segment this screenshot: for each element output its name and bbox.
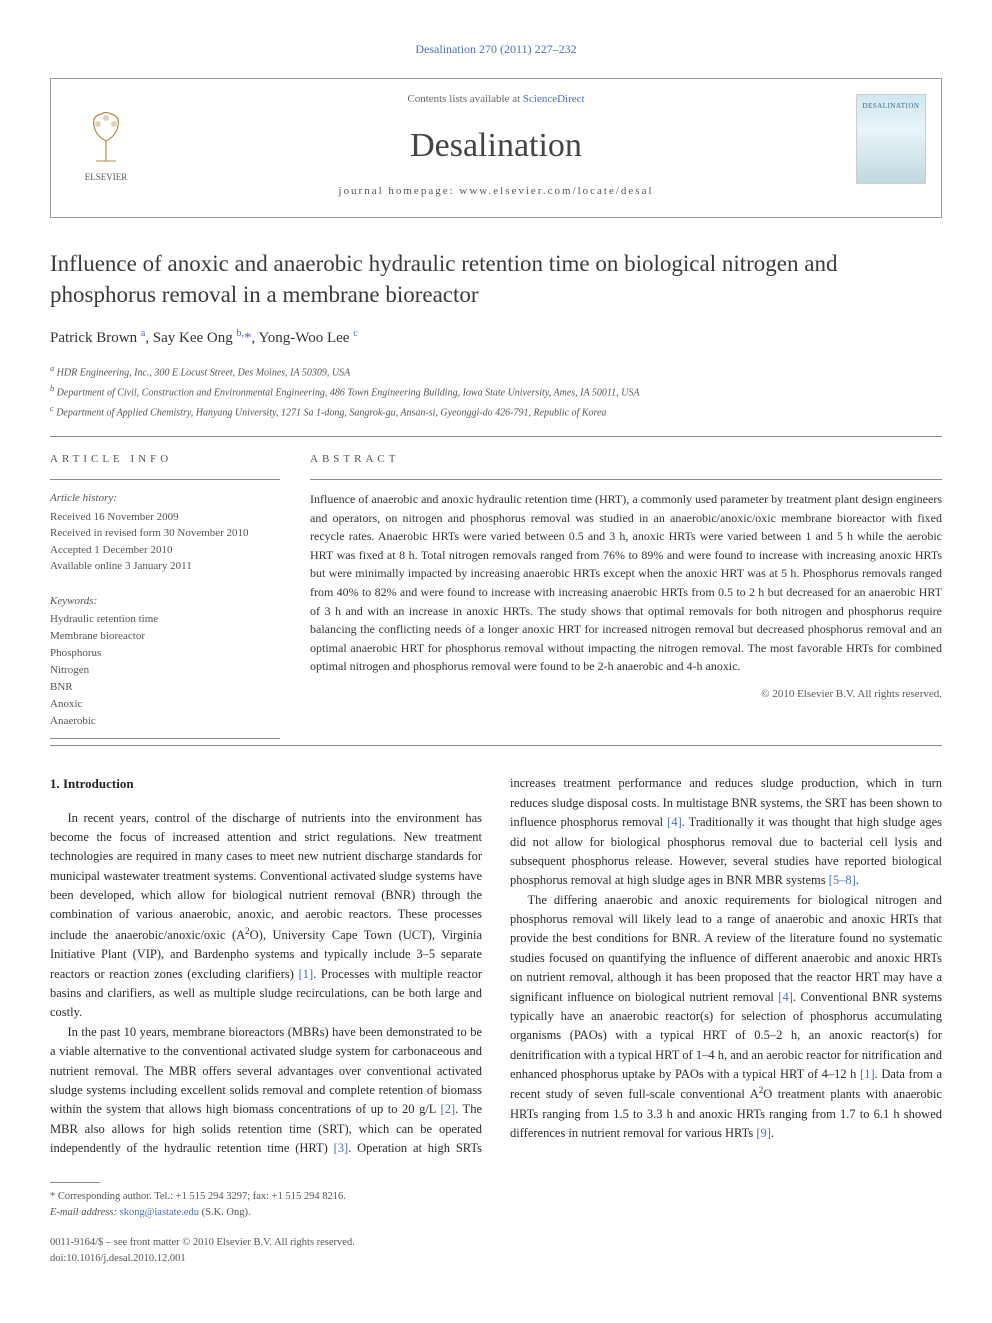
journal-header: ELSEVIER DESALINATION Contents lists ava…: [50, 78, 942, 218]
keyword-item: Anaerobic: [50, 713, 280, 730]
corresponding-note: * Corresponding author. Tel.: +1 515 294…: [50, 1189, 482, 1205]
body-paragraph: The differing anaerobic and anoxic requi…: [510, 891, 942, 1144]
keyword-item: Phosphorus: [50, 645, 280, 662]
abstract-label: ABSTRACT: [310, 451, 942, 468]
history-item: Available online 3 January 2011: [50, 558, 280, 575]
divider-rule: [50, 436, 942, 437]
journal-reference: Desalination 270 (2011) 227–232: [50, 40, 942, 58]
contents-list-line: Contents lists available at ScienceDirec…: [171, 91, 821, 108]
sciencedirect-link[interactable]: ScienceDirect: [523, 93, 585, 105]
article-info-label: ARTICLE INFO: [50, 451, 280, 468]
issn-line: 0011-9164/$ – see front matter © 2010 El…: [50, 1235, 942, 1251]
affiliation-item: a HDR Engineering, Inc., 300 E Locust St…: [50, 362, 942, 381]
keyword-item: Hydraulic retention time: [50, 611, 280, 628]
publisher-logo: ELSEVIER: [66, 94, 146, 184]
journal-name: Desalination: [171, 120, 821, 171]
abstract-text: Influence of anaerobic and anoxic hydrau…: [310, 490, 942, 676]
elsevier-tree-icon: [76, 106, 136, 171]
divider-rule: [310, 479, 942, 480]
affiliations: a HDR Engineering, Inc., 300 E Locust St…: [50, 362, 942, 422]
publisher-name: ELSEVIER: [85, 171, 128, 185]
divider-rule-short: [50, 738, 280, 739]
keyword-item: BNR: [50, 679, 280, 696]
footnote-rule: [50, 1182, 100, 1183]
article-info-panel: ARTICLE INFO Article history: Received 1…: [50, 451, 280, 731]
section-heading: 1. Introduction: [50, 774, 482, 794]
journal-homepage: journal homepage: www.elsevier.com/locat…: [171, 183, 821, 200]
email-label: E-mail address:: [50, 1207, 117, 1218]
email-link[interactable]: skong@iastate.edu: [120, 1207, 199, 1218]
divider-rule: [50, 745, 942, 746]
journal-cover-thumbnail: DESALINATION: [856, 94, 926, 184]
history-item: Accepted 1 December 2010: [50, 542, 280, 559]
article-title: Influence of anoxic and anaerobic hydrau…: [50, 248, 942, 310]
divider-rule: [50, 479, 280, 480]
history-label: Article history:: [50, 490, 280, 507]
body-paragraph: In recent years, control of the discharg…: [50, 809, 482, 1023]
abstract-panel: ABSTRACT Influence of anaerobic and anox…: [310, 451, 942, 731]
history-item: Received 16 November 2009: [50, 509, 280, 526]
corresponding-author-footer: * Corresponding author. Tel.: +1 515 294…: [50, 1182, 482, 1221]
affiliation-item: b Department of Civil, Construction and …: [50, 382, 942, 401]
affiliation-item: c Department of Applied Chemistry, Hanya…: [50, 402, 942, 421]
keyword-item: Nitrogen: [50, 662, 280, 679]
body-text: 1. Introduction In recent years, control…: [50, 774, 942, 1158]
keywords-label: Keywords:: [50, 593, 280, 610]
history-item: Received in revised form 30 November 201…: [50, 525, 280, 542]
cover-title: DESALINATION: [863, 101, 920, 112]
keyword-item: Anoxic: [50, 696, 280, 713]
doi-line: doi:10.1016/j.desal.2010.12.001: [50, 1251, 942, 1267]
issn-doi-footer: 0011-9164/$ – see front matter © 2010 El…: [50, 1235, 942, 1267]
keyword-item: Membrane bioreactor: [50, 628, 280, 645]
abstract-copyright: © 2010 Elsevier B.V. All rights reserved…: [310, 686, 942, 703]
email-author: (S.K. Ong).: [202, 1207, 251, 1218]
authors-line: Patrick Brown a, Say Kee Ong b,*, Yong-W…: [50, 326, 942, 350]
contents-prefix: Contents lists available at: [407, 93, 522, 105]
